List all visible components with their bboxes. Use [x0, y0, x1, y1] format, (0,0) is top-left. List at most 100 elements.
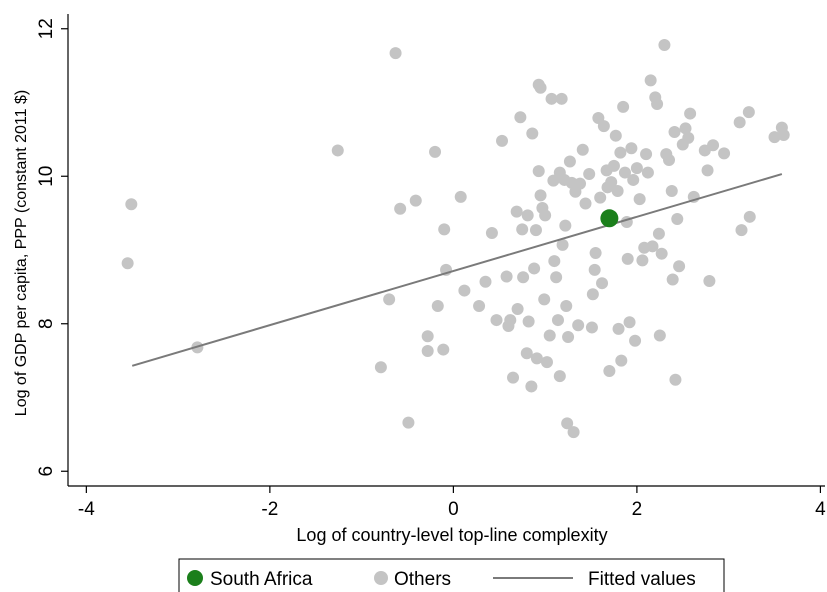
data-point-others — [682, 131, 695, 144]
data-point-others — [653, 329, 666, 342]
data-point-others — [669, 373, 682, 386]
data-point-others — [534, 189, 547, 202]
data-point-others — [429, 145, 442, 158]
data-point-others — [534, 81, 547, 94]
y-tick-label: 8 — [36, 318, 57, 329]
data-point-others — [594, 191, 607, 204]
points-layer — [121, 38, 790, 439]
data-point-others — [586, 288, 599, 301]
data-point-others — [652, 227, 665, 240]
data-point-others — [525, 380, 538, 393]
legend-others-marker — [374, 571, 388, 585]
data-point-others — [562, 331, 575, 344]
data-point-others — [666, 273, 679, 286]
data-point-others — [517, 271, 530, 284]
data-point-others — [673, 260, 686, 273]
legend-others-label: Others — [394, 569, 451, 590]
data-point-others — [548, 255, 561, 268]
data-point-others — [529, 224, 542, 237]
y-tick-label: 10 — [36, 166, 57, 187]
data-point-others — [555, 92, 568, 105]
data-point-others — [742, 106, 755, 119]
data-point-south-africa — [600, 209, 619, 228]
data-point-others — [629, 334, 642, 347]
data-point-others — [560, 300, 573, 313]
data-point-others — [621, 252, 634, 265]
data-point-others — [526, 127, 539, 140]
data-point-others — [543, 329, 556, 342]
data-point-others — [402, 416, 415, 429]
data-point-others — [641, 166, 654, 179]
data-point-others — [735, 224, 748, 237]
data-point-others — [655, 247, 668, 260]
data-point-others — [768, 131, 781, 144]
data-point-others — [528, 262, 541, 275]
data-point-others — [671, 213, 684, 226]
data-point-others — [421, 345, 434, 358]
legend-box — [178, 558, 725, 592]
highlight-layer — [600, 209, 619, 228]
data-point-others — [454, 190, 467, 203]
y-axis-title: Log of GDP per capita, PPP (constant 201… — [13, 90, 30, 416]
data-point-others — [125, 198, 138, 211]
data-point-others — [511, 303, 524, 315]
data-point-others — [718, 147, 731, 160]
data-point-others — [538, 293, 551, 306]
data-point-others — [490, 314, 503, 327]
data-point-others — [603, 364, 616, 377]
data-point-others — [777, 128, 790, 141]
data-point-others — [532, 165, 545, 178]
data-point-others — [563, 155, 576, 168]
data-point-others — [579, 197, 592, 210]
data-point-others — [636, 254, 649, 267]
data-point-others — [743, 210, 756, 223]
data-point-others — [589, 246, 602, 259]
data-point-others — [507, 371, 520, 384]
data-point-others — [607, 159, 620, 172]
x-tick-label: 2 — [632, 499, 643, 520]
data-point-others — [551, 314, 564, 327]
data-point-others — [644, 74, 657, 87]
data-point-others — [583, 168, 596, 181]
data-point-others — [597, 120, 610, 133]
data-point-others — [510, 205, 523, 218]
data-point-others — [576, 143, 589, 156]
data-point-others — [572, 319, 585, 332]
data-point-others — [458, 284, 471, 297]
data-point-others — [623, 316, 636, 329]
data-point-others — [646, 240, 659, 253]
data-point-others — [394, 202, 407, 215]
data-point-others — [383, 293, 396, 306]
data-point-others — [504, 314, 517, 327]
data-point-others — [438, 223, 451, 236]
data-point-others — [374, 361, 387, 374]
x-axis-title: Log of country-level top-line complexity — [296, 525, 607, 545]
data-point-others — [651, 97, 664, 110]
data-point-others — [618, 166, 631, 179]
legend-south-africa-marker — [187, 570, 203, 586]
data-point-others — [630, 162, 643, 175]
y-tick-label: 6 — [36, 466, 57, 477]
data-point-others — [545, 92, 558, 105]
data-point-others — [421, 330, 434, 343]
data-point-others — [559, 219, 572, 232]
data-point-others — [679, 122, 692, 135]
data-point-others — [550, 271, 563, 284]
data-point-others — [658, 38, 671, 51]
data-point-others — [605, 176, 618, 189]
data-point-others — [556, 238, 569, 251]
data-point-others — [479, 275, 492, 288]
data-point-others — [668, 126, 681, 138]
x-tick-label: 4 — [815, 499, 826, 520]
data-point-others — [521, 209, 534, 222]
data-point-others — [663, 154, 676, 167]
legend-south-africa-label: South Africa — [210, 569, 313, 590]
data-point-others — [611, 185, 624, 197]
data-point-others — [553, 370, 566, 383]
data-point-others — [585, 321, 598, 334]
data-point-others — [627, 173, 640, 186]
data-point-others — [609, 129, 622, 142]
data-point-others — [707, 139, 720, 152]
data-point-others — [574, 177, 587, 190]
